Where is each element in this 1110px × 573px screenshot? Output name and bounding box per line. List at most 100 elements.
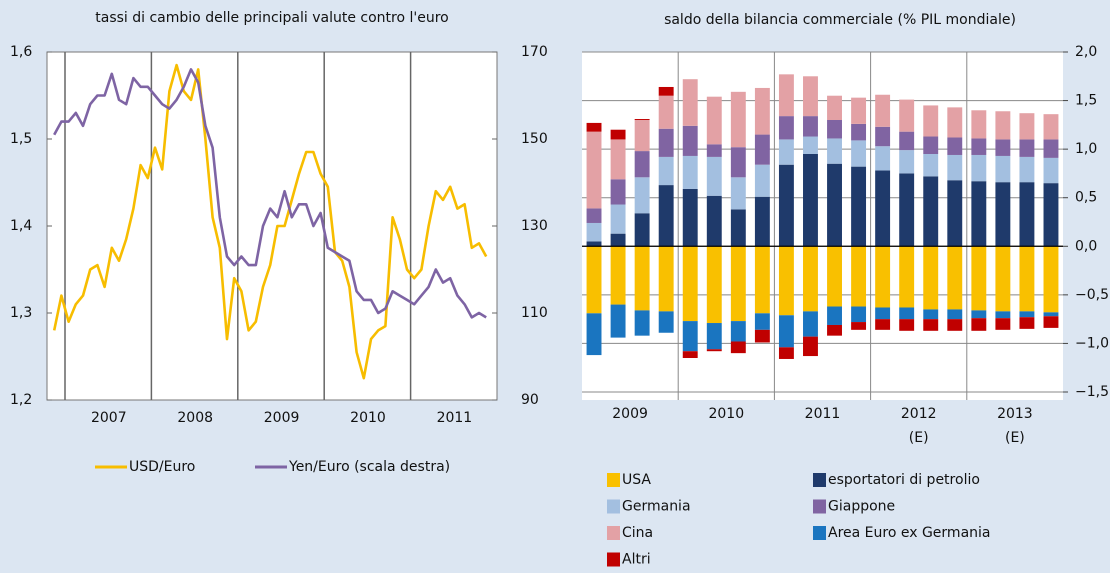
bar-segment: [971, 310, 987, 319]
bar-segment: [586, 122, 602, 132]
bar-segment: [586, 208, 602, 223]
y-tick-label: 1,5: [1075, 93, 1097, 109]
bar-segment: [706, 144, 722, 157]
bar-segment: [851, 123, 867, 141]
y-tick-label: 2,0: [1075, 44, 1097, 60]
bar-segment: [730, 341, 746, 354]
x-group-label: 2009: [612, 406, 648, 422]
bar-segment: [658, 86, 674, 96]
series-line: [53, 68, 487, 319]
bar-segment: [610, 204, 626, 234]
bar-segment: [803, 154, 818, 247]
bar-segment: [851, 322, 867, 330]
y-tick-label: −1,5: [1075, 384, 1109, 400]
bar-segment: [827, 138, 842, 164]
legend-label: Altri: [622, 552, 651, 568]
bar-segment: [778, 164, 794, 247]
bar-segment: [706, 349, 722, 352]
bar-segment: [754, 134, 770, 165]
bar-segment: [947, 319, 963, 331]
y-tick-label: −1,0: [1075, 335, 1109, 351]
bar-segment: [658, 128, 674, 157]
bar-segment: [947, 137, 963, 155]
bar-segment: [658, 156, 674, 186]
bar-segment: [1019, 317, 1035, 329]
bar-segment: [586, 246, 602, 314]
bar-segment: [899, 319, 915, 331]
bar-segment: [754, 246, 770, 314]
bar-segment: [682, 125, 698, 156]
bar-segment: [610, 233, 626, 247]
bar-segment: [1043, 246, 1059, 313]
bar-segment: [851, 306, 867, 323]
bar-segment: [682, 321, 698, 352]
bar-segment: [923, 319, 939, 331]
bar-segment: [634, 151, 650, 178]
legend-label: Germania: [622, 499, 691, 515]
bar-segment: [658, 311, 674, 333]
y2-tick-label: 130: [521, 218, 548, 234]
bar-segment: [899, 173, 915, 247]
bar-segment: [1043, 183, 1059, 247]
bar-segment: [778, 74, 794, 117]
bar-segment: [634, 246, 650, 311]
bar-segment: [971, 318, 987, 331]
legend-label: USD/Euro: [129, 459, 195, 475]
bar-segment: [658, 246, 674, 312]
legend-label: Yen/Euro (scala destra): [288, 459, 450, 475]
bar-segment: [827, 120, 842, 139]
bar-segment: [827, 95, 842, 120]
x-group-label: (E): [909, 430, 929, 446]
legend-swatch: [607, 499, 620, 514]
legend-swatch: [813, 499, 826, 514]
y2-tick-label: 110: [521, 305, 548, 321]
x-group-label: 2011: [805, 406, 841, 422]
bar-segment: [1043, 114, 1059, 140]
bar-segment: [778, 315, 794, 348]
bar-segment: [730, 246, 746, 322]
bar-segment: [875, 246, 891, 308]
bar-segment: [899, 246, 915, 308]
y-tick-label: 1,4: [10, 218, 32, 234]
bar-segment: [754, 87, 770, 135]
bar-segment: [827, 163, 842, 247]
y-tick-label: 1,5: [10, 131, 32, 147]
y-tick-label: 1,6: [10, 44, 32, 60]
bar-segment: [634, 310, 650, 336]
bar-segment: [947, 154, 963, 181]
bar-segment: [778, 347, 794, 359]
bar-segment: [899, 131, 915, 151]
y-tick-label: 1,0: [1075, 141, 1097, 157]
bar-segment: [923, 136, 939, 154]
bar-segment: [995, 246, 1011, 312]
bar-segment: [851, 140, 867, 167]
bar-segment: [658, 95, 674, 129]
bar-segment: [634, 177, 650, 214]
bar-segment: [923, 309, 939, 320]
bar-segment: [754, 196, 770, 247]
bar-segment: [875, 146, 891, 171]
bar-segment: [827, 324, 842, 336]
bar-segment: [971, 138, 987, 155]
bar-segment: [610, 304, 626, 338]
bar-segment: [923, 105, 939, 137]
y-tick-label: 1,2: [10, 392, 32, 408]
bar-segment: [1019, 311, 1035, 318]
bar-segment: [875, 170, 891, 247]
bar-segment: [995, 155, 1011, 183]
bar-segment: [995, 311, 1011, 319]
bar-segment: [754, 164, 770, 197]
bar-segment: [971, 246, 987, 311]
bar-segment: [851, 166, 867, 247]
legend-swatch: [813, 526, 826, 540]
bar-segment: [610, 129, 626, 140]
bar-segment: [1019, 182, 1035, 247]
bar-segment: [1019, 156, 1035, 183]
bar-segment: [947, 107, 963, 138]
bar-segment: [899, 307, 915, 320]
x-group-label: 2012: [901, 406, 937, 422]
legend-label: USA: [622, 472, 651, 488]
bar-segment: [971, 181, 987, 247]
bar-segment: [1019, 113, 1035, 140]
